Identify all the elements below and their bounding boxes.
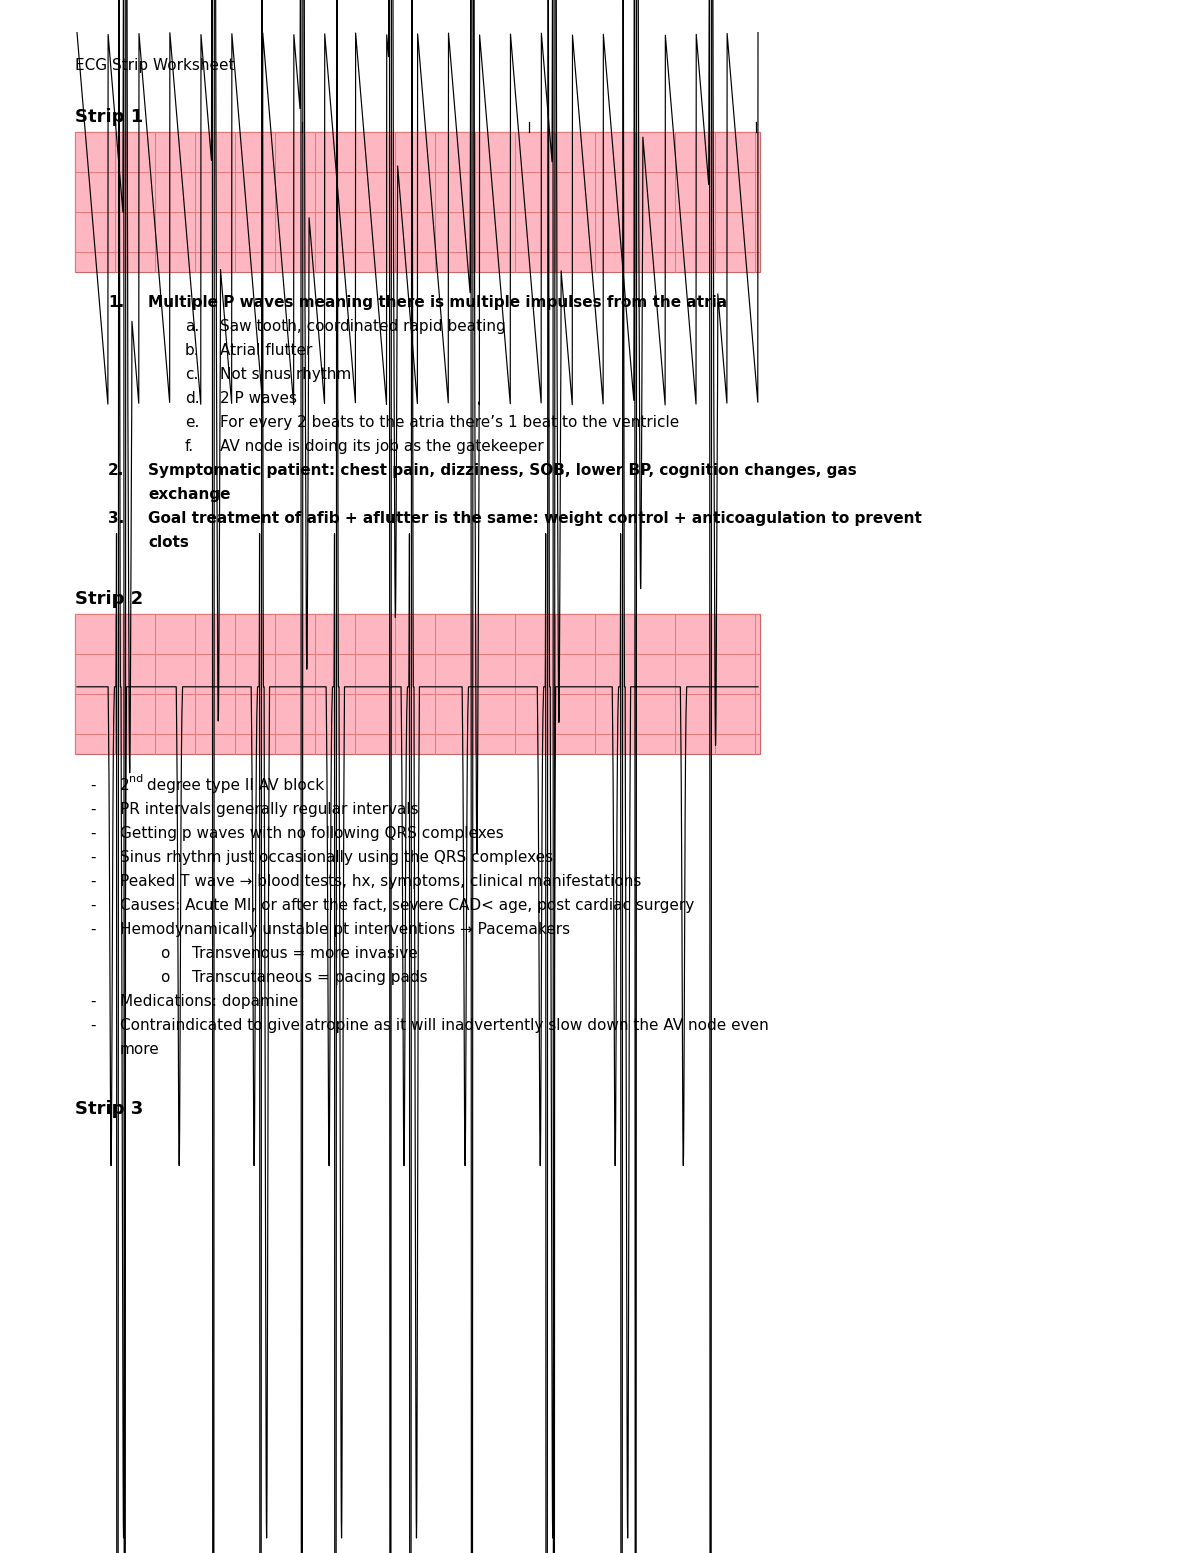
Text: Transvenous = more invasive: Transvenous = more invasive xyxy=(192,946,418,961)
Text: clots: clots xyxy=(148,534,188,550)
Text: exchange: exchange xyxy=(148,488,230,502)
Text: -: - xyxy=(90,801,96,817)
Text: PR intervals generally regular intervals: PR intervals generally regular intervals xyxy=(120,801,419,817)
Text: Hemodynamically unstable pt interventions → Pacemakers: Hemodynamically unstable pt intervention… xyxy=(120,922,570,936)
Text: Atrial flutter: Atrial flutter xyxy=(220,343,312,359)
Text: Sinus rhythm just occasionally using the QRS complexes: Sinus rhythm just occasionally using the… xyxy=(120,849,553,865)
Text: 1.: 1. xyxy=(108,295,124,311)
Text: Transcutaneous = pacing pads: Transcutaneous = pacing pads xyxy=(192,971,427,985)
Text: Goal treatment of afib + aflutter is the same: weight control + anticoagulation : Goal treatment of afib + aflutter is the… xyxy=(148,511,922,526)
Text: d.: d. xyxy=(185,391,199,405)
Text: ECG Strip Worksheet: ECG Strip Worksheet xyxy=(74,57,234,73)
Text: nd: nd xyxy=(130,773,143,784)
Text: AV node is doing its job as the gatekeeper: AV node is doing its job as the gatekeep… xyxy=(220,439,544,453)
Text: Contraindicated to give atropine as it will inadvertently slow down the AV node : Contraindicated to give atropine as it w… xyxy=(120,1019,769,1033)
Text: Causes: Acute MI, or after the fact, severe CAD< age, post cardiac surgery: Causes: Acute MI, or after the fact, sev… xyxy=(120,898,695,913)
Text: a.: a. xyxy=(185,318,199,334)
Text: f.: f. xyxy=(185,439,194,453)
Text: Not sinus rhythm: Not sinus rhythm xyxy=(220,367,352,382)
Text: -: - xyxy=(90,922,96,936)
Text: e.: e. xyxy=(185,415,199,430)
Text: 2: 2 xyxy=(120,778,130,794)
Text: degree type II AV block: degree type II AV block xyxy=(142,778,324,794)
Text: Strip 3: Strip 3 xyxy=(74,1100,143,1118)
Text: -: - xyxy=(90,1019,96,1033)
Text: Medications: dopamine: Medications: dopamine xyxy=(120,994,299,1009)
Text: b.: b. xyxy=(185,343,199,359)
Text: For every 2 beats to the atria there’s 1 beat to the ventricle: For every 2 beats to the atria there’s 1… xyxy=(220,415,679,430)
Text: -: - xyxy=(90,898,96,913)
Bar xyxy=(74,613,760,755)
Bar xyxy=(74,132,760,272)
Text: o: o xyxy=(160,971,169,985)
Text: 3.: 3. xyxy=(108,511,125,526)
Text: Peaked T wave → blood tests, hx, symptoms, clinical manifestations: Peaked T wave → blood tests, hx, symptom… xyxy=(120,874,641,888)
Text: c.: c. xyxy=(185,367,198,382)
Text: Symptomatic patient: chest pain, dizziness, SOB, lower BP, cognition changes, ga: Symptomatic patient: chest pain, dizzine… xyxy=(148,463,857,478)
Text: -: - xyxy=(90,994,96,1009)
Text: Getting p waves with no following QRS complexes: Getting p waves with no following QRS co… xyxy=(120,826,504,842)
Text: -: - xyxy=(90,849,96,865)
Text: -: - xyxy=(90,778,96,794)
Text: Multiple P waves meaning there is multiple impulses from the atria: Multiple P waves meaning there is multip… xyxy=(148,295,727,311)
Text: -: - xyxy=(90,874,96,888)
Text: 2 P waves: 2 P waves xyxy=(220,391,298,405)
Text: Saw tooth, coordinated rapid beating: Saw tooth, coordinated rapid beating xyxy=(220,318,505,334)
Text: -: - xyxy=(90,826,96,842)
Text: Strip 2: Strip 2 xyxy=(74,590,143,609)
Text: o: o xyxy=(160,946,169,961)
Text: 2.: 2. xyxy=(108,463,125,478)
Text: Strip 1: Strip 1 xyxy=(74,109,143,126)
Text: more: more xyxy=(120,1042,160,1058)
